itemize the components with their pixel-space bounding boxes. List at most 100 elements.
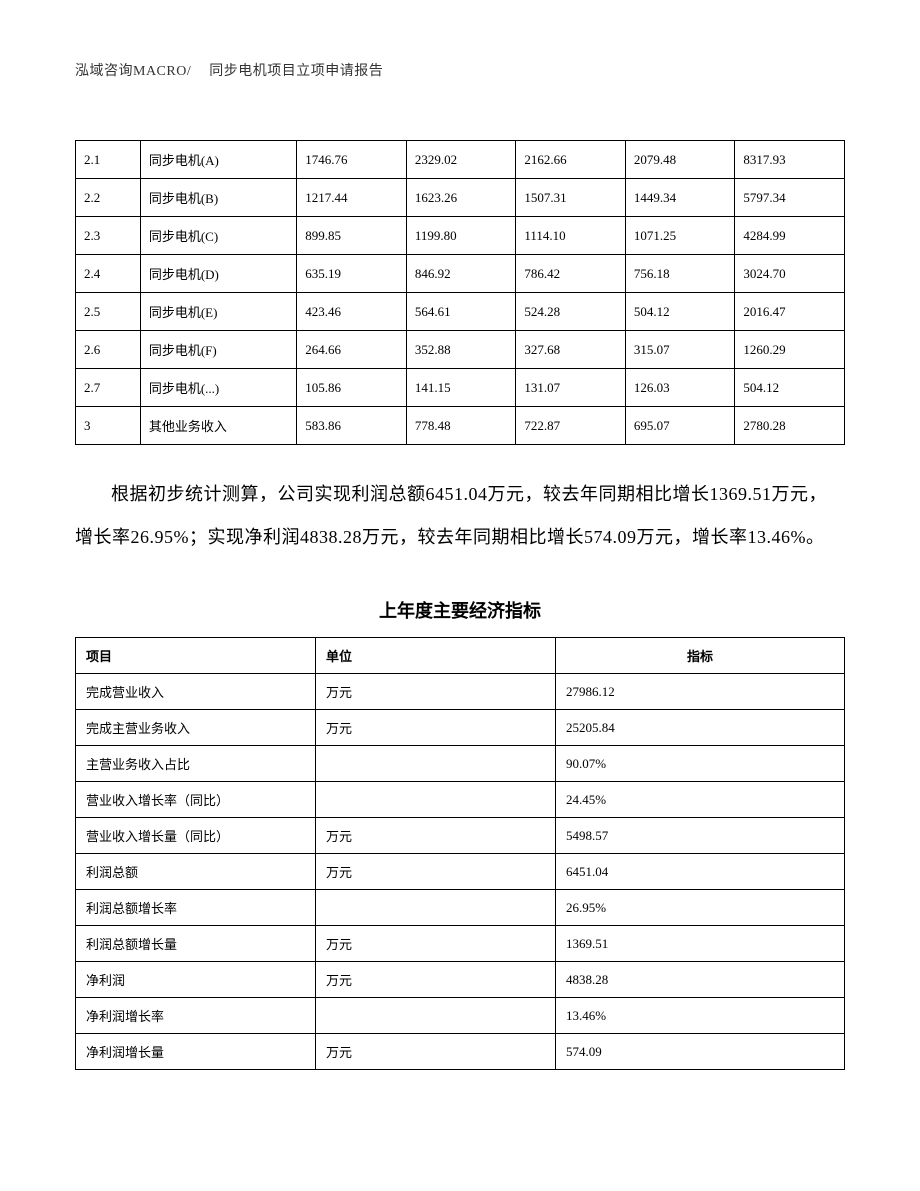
table-cell: 131.07 xyxy=(516,369,626,407)
table-cell: 5797.34 xyxy=(735,179,845,217)
table-cell: 1199.80 xyxy=(406,217,516,255)
header-left: 泓域咨询MACRO/ xyxy=(75,64,191,79)
table-cell: 899.85 xyxy=(297,217,407,255)
table-cell: 1114.10 xyxy=(516,217,626,255)
table-cell: 6451.04 xyxy=(556,854,845,890)
table-cell: 其他业务收入 xyxy=(140,407,296,445)
table-row: 2.3同步电机(C)899.851199.801114.101071.25428… xyxy=(76,217,845,255)
table-cell: 25205.84 xyxy=(556,710,845,746)
table-cell: 同步电机(B) xyxy=(140,179,296,217)
table-cell: 756.18 xyxy=(625,255,735,293)
table-cell: 2.6 xyxy=(76,331,141,369)
table-cell: 315.07 xyxy=(625,331,735,369)
table-row: 净利润增长率13.46% xyxy=(76,998,845,1034)
table-cell: 1260.29 xyxy=(735,331,845,369)
table-row: 2.7同步电机(...)105.86141.15131.07126.03504.… xyxy=(76,369,845,407)
table-cell: 786.42 xyxy=(516,255,626,293)
table-row: 2.1同步电机(A)1746.762329.022162.662079.4883… xyxy=(76,141,845,179)
table-cell: 3 xyxy=(76,407,141,445)
section-title: 上年度主要经济指标 xyxy=(75,597,845,623)
table-cell: 同步电机(...) xyxy=(140,369,296,407)
table-cell: 2780.28 xyxy=(735,407,845,445)
table-cell: 583.86 xyxy=(297,407,407,445)
table-cell: 504.12 xyxy=(735,369,845,407)
table-row: 利润总额万元6451.04 xyxy=(76,854,845,890)
header-metric: 指标 xyxy=(556,638,845,674)
table-cell: 1217.44 xyxy=(297,179,407,217)
table-cell: 万元 xyxy=(316,1034,556,1070)
table-cell: 778.48 xyxy=(406,407,516,445)
table-row: 3其他业务收入583.86778.48722.87695.072780.28 xyxy=(76,407,845,445)
table-cell: 2162.66 xyxy=(516,141,626,179)
table-cell: 完成主营业务收入 xyxy=(76,710,316,746)
table-cell xyxy=(316,890,556,926)
table-row: 营业收入增长率（同比） 24.45% xyxy=(76,782,845,818)
table-cell: 8317.93 xyxy=(735,141,845,179)
table-row: 营业收入增长量（同比）万元5498.57 xyxy=(76,818,845,854)
table-cell: 利润总额增长率 xyxy=(76,890,316,926)
page-header: 泓域咨询MACRO/同步电机项目立项申请报告 xyxy=(75,60,845,80)
table-cell: 504.12 xyxy=(625,293,735,331)
table-header-row: 项目 单位 指标 xyxy=(76,638,845,674)
table-cell: 105.86 xyxy=(297,369,407,407)
table-row: 净利润增长量万元574.09 xyxy=(76,1034,845,1070)
table-cell: 24.45% xyxy=(556,782,845,818)
table-cell: 2.3 xyxy=(76,217,141,255)
table-cell xyxy=(316,998,556,1034)
table-cell: 1449.34 xyxy=(625,179,735,217)
table-cell: 完成营业收入 xyxy=(76,674,316,710)
table-cell: 2.4 xyxy=(76,255,141,293)
table-cell: 4284.99 xyxy=(735,217,845,255)
table-row: 2.6同步电机(F)264.66352.88327.68315.071260.2… xyxy=(76,331,845,369)
table-cell: 万元 xyxy=(316,674,556,710)
table-cell: 同步电机(D) xyxy=(140,255,296,293)
table-cell: 1507.31 xyxy=(516,179,626,217)
table-cell: 营业收入增长量（同比） xyxy=(76,818,316,854)
table-cell: 万元 xyxy=(316,962,556,998)
table-cell: 同步电机(C) xyxy=(140,217,296,255)
table-cell: 524.28 xyxy=(516,293,626,331)
table-row: 利润总额增长量万元1369.51 xyxy=(76,926,845,962)
table-cell: 2.5 xyxy=(76,293,141,331)
table-cell: 2079.48 xyxy=(625,141,735,179)
table-cell: 264.66 xyxy=(297,331,407,369)
table-cell: 352.88 xyxy=(406,331,516,369)
table-cell: 万元 xyxy=(316,710,556,746)
revenue-breakdown-tbody: 2.1同步电机(A)1746.762329.022162.662079.4883… xyxy=(76,141,845,445)
table-cell: 574.09 xyxy=(556,1034,845,1070)
table-row: 2.4同步电机(D)635.19846.92786.42756.183024.7… xyxy=(76,255,845,293)
table-cell: 1369.51 xyxy=(556,926,845,962)
table-cell: 5498.57 xyxy=(556,818,845,854)
table-cell: 141.15 xyxy=(406,369,516,407)
table-cell: 2.2 xyxy=(76,179,141,217)
table-cell: 1623.26 xyxy=(406,179,516,217)
table-row: 完成主营业务收入万元25205.84 xyxy=(76,710,845,746)
table-row: 2.5同步电机(E)423.46564.61524.28504.122016.4… xyxy=(76,293,845,331)
table-cell: 635.19 xyxy=(297,255,407,293)
header-right: 同步电机项目立项申请报告 xyxy=(209,64,383,79)
table-cell: 同步电机(A) xyxy=(140,141,296,179)
table-cell: 327.68 xyxy=(516,331,626,369)
table-cell: 564.61 xyxy=(406,293,516,331)
table-cell: 净利润增长量 xyxy=(76,1034,316,1070)
economic-indicators-table: 项目 单位 指标 完成营业收入万元27986.12完成主营业务收入万元25205… xyxy=(75,637,845,1070)
table-row: 2.2同步电机(B)1217.441623.261507.311449.3457… xyxy=(76,179,845,217)
table-cell: 万元 xyxy=(316,926,556,962)
revenue-breakdown-table: 2.1同步电机(A)1746.762329.022162.662079.4883… xyxy=(75,140,845,445)
table-cell: 26.95% xyxy=(556,890,845,926)
table-cell: 2.7 xyxy=(76,369,141,407)
table-cell: 营业收入增长率（同比） xyxy=(76,782,316,818)
table-cell xyxy=(316,782,556,818)
table-cell: 同步电机(E) xyxy=(140,293,296,331)
table-cell: 2.1 xyxy=(76,141,141,179)
table-cell: 万元 xyxy=(316,854,556,890)
table-cell: 722.87 xyxy=(516,407,626,445)
summary-paragraph: 根据初步统计测算，公司实现利润总额6451.04万元，较去年同期相比增长1369… xyxy=(75,473,845,559)
table-cell xyxy=(316,746,556,782)
table-row: 主营业务收入占比90.07% xyxy=(76,746,845,782)
table-row: 净利润万元4838.28 xyxy=(76,962,845,998)
table-row: 利润总额增长率 26.95% xyxy=(76,890,845,926)
table-cell: 主营业务收入占比 xyxy=(76,746,316,782)
table-cell: 同步电机(F) xyxy=(140,331,296,369)
table-cell: 1071.25 xyxy=(625,217,735,255)
